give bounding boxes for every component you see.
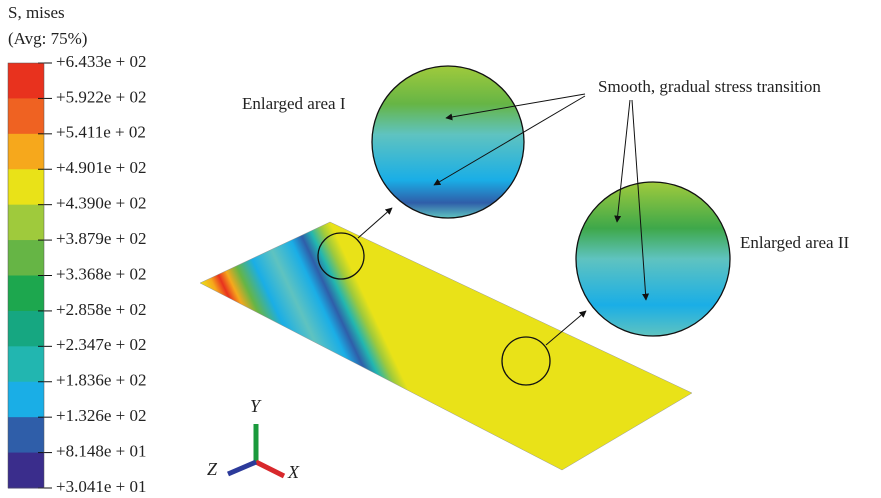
axis-label: Y bbox=[250, 396, 262, 416]
legend-label: +5.922e + 02 bbox=[56, 87, 146, 106]
legend-label: +6.433e + 02 bbox=[56, 52, 146, 71]
legend-label: +2.347e + 02 bbox=[56, 335, 146, 354]
legend-label: +5.411e + 02 bbox=[56, 123, 146, 142]
legend-label: +3.879e + 02 bbox=[56, 229, 146, 248]
legend-label: +3.368e + 02 bbox=[56, 264, 146, 283]
legend-label: +4.901e + 02 bbox=[56, 158, 146, 177]
axis-label: Z bbox=[207, 459, 218, 479]
axis-label: X bbox=[287, 462, 300, 482]
legend-label: +1.326e + 02 bbox=[56, 406, 146, 425]
enlarged-area bbox=[576, 182, 730, 336]
color-band bbox=[8, 346, 44, 382]
color-band bbox=[8, 382, 44, 418]
axis-z bbox=[228, 462, 256, 474]
color-band bbox=[8, 453, 44, 489]
arrow bbox=[358, 208, 392, 238]
color-band bbox=[8, 240, 44, 276]
color-band bbox=[8, 205, 44, 241]
color-band bbox=[8, 417, 44, 453]
enlarged-area bbox=[372, 66, 524, 218]
legend-label: +4.390e + 02 bbox=[56, 194, 146, 213]
color-band bbox=[8, 169, 44, 205]
legend-subtitle: (Avg: 75%) bbox=[8, 29, 87, 48]
color-band bbox=[8, 63, 44, 99]
figure: S, mises (Avg: 75%) +6.433e + 02 +5.922e … bbox=[0, 0, 881, 498]
legend-label: +1.836e + 02 bbox=[56, 371, 146, 390]
color-band bbox=[8, 134, 44, 170]
color-band bbox=[8, 311, 44, 347]
legend-label: +2.858e + 02 bbox=[56, 300, 146, 319]
color-band bbox=[8, 276, 44, 312]
legend-label: +3.041e + 01 bbox=[56, 477, 146, 496]
color-band bbox=[8, 98, 44, 134]
annotation: Enlarged area I bbox=[242, 94, 346, 113]
axis-x bbox=[256, 462, 284, 476]
legend-title: S, mises bbox=[8, 3, 65, 22]
legend-label: +8.148e + 01 bbox=[56, 441, 146, 460]
annotation: Enlarged area II bbox=[740, 233, 850, 252]
annotation: Smooth, gradual stress transition bbox=[598, 77, 821, 96]
